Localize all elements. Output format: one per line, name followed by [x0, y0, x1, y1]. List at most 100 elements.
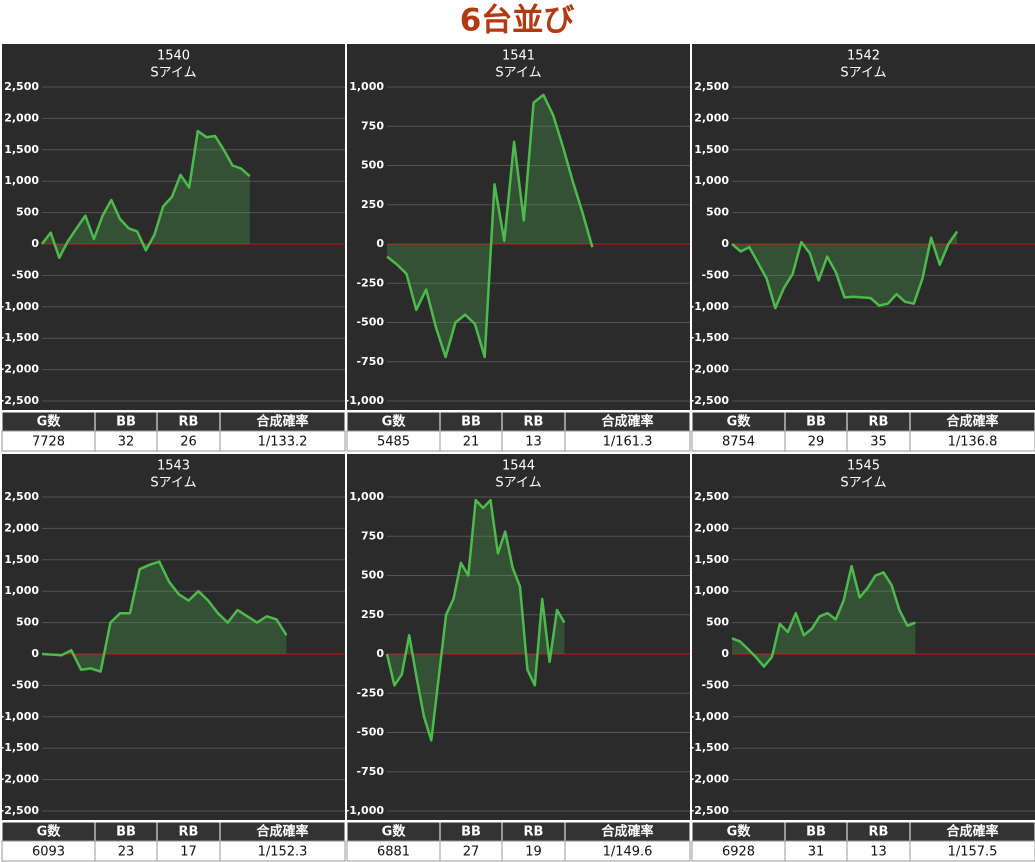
y-tick-label: 1,500 [4, 143, 39, 156]
y-tick-label: 500 [361, 159, 384, 172]
y-tick-label: 1,000 [4, 584, 39, 597]
y-tick-label: 1,500 [4, 553, 39, 566]
y-tick-label: -1,000 [690, 300, 730, 313]
y-tick-label: -250 [356, 276, 384, 289]
chart-subtitle: Sアイム [150, 476, 196, 491]
y-tick-label: 250 [361, 608, 384, 621]
table-header: RB [179, 825, 199, 840]
y-tick-label: 0 [376, 237, 384, 250]
y-tick-label: 2,000 [694, 111, 729, 124]
chart-panel [2, 454, 345, 820]
y-tick-label: -500 [356, 726, 384, 739]
table-value: 35 [870, 435, 887, 450]
y-tick-label: -500 [356, 316, 384, 329]
y-tick-label: -1,000 [690, 710, 730, 723]
y-tick-label: -2,500 [0, 804, 39, 817]
y-tick-label: -2,500 [0, 394, 39, 407]
chart-title: 1545 [847, 459, 880, 474]
area-fill [732, 566, 916, 667]
table-header: BB [461, 825, 481, 840]
chart-panel [347, 454, 690, 820]
table-header: RB [524, 415, 544, 430]
chart-subtitle: Sアイム [495, 476, 541, 491]
table-header: G数 [382, 414, 407, 430]
table-value: 23 [118, 845, 135, 860]
y-tick-label: 2,500 [694, 490, 729, 503]
table-cell [564, 430, 691, 452]
table-value: 5485 [377, 435, 410, 450]
table-value: 13 [525, 435, 542, 450]
y-tick-label: 500 [706, 616, 729, 629]
table-header: 合成確率 [946, 414, 998, 430]
table-value: 6881 [377, 845, 410, 860]
y-tick-label: -1,500 [0, 741, 39, 754]
table-value: 13 [870, 845, 887, 860]
y-tick-label: 500 [361, 569, 384, 582]
table-cell [909, 840, 1035, 862]
line [386, 93, 594, 359]
area-fill [387, 500, 565, 741]
table-value: 7728 [32, 435, 65, 450]
table-value: 1/149.6 [603, 845, 653, 860]
line [385, 498, 566, 742]
table-header: 合成確率 [256, 824, 308, 840]
y-tick-label: -2,000 [690, 773, 730, 786]
table-header: RB [869, 415, 889, 430]
area-fill [42, 131, 250, 258]
table-value: 1/136.8 [948, 435, 998, 450]
y-tick-label: 0 [376, 647, 384, 660]
y-tick-label: 1,000 [349, 490, 384, 503]
chart-subtitle: Sアイム [150, 66, 196, 81]
y-tick-label: -750 [356, 355, 384, 368]
y-tick-label: -1,000 [0, 300, 39, 313]
y-tick-label: -2,000 [0, 773, 39, 786]
y-tick-label: -500 [701, 268, 729, 281]
table-header: G数 [37, 414, 62, 430]
table-value: 17 [180, 845, 197, 860]
chart-subtitle: Sアイム [840, 476, 886, 491]
line [41, 560, 288, 673]
y-tick-label: 0 [31, 647, 39, 660]
y-tick-label: -750 [356, 765, 384, 778]
table-header: RB [869, 825, 889, 840]
table-header: G数 [382, 824, 407, 840]
table-header: G数 [727, 824, 752, 840]
table-header: BB [116, 825, 136, 840]
area-fill [732, 231, 958, 309]
table-value: 6928 [722, 845, 755, 860]
chart-subtitle: Sアイム [495, 66, 541, 81]
table-value: 19 [525, 845, 542, 860]
y-tick-label: -1,500 [690, 741, 730, 754]
y-tick-label: -500 [701, 678, 729, 691]
table-header: BB [116, 415, 136, 430]
y-tick-label: 0 [721, 647, 729, 660]
table-header: 合成確率 [601, 414, 653, 430]
chart-panel [692, 44, 1035, 410]
y-tick-label: 2,000 [4, 111, 39, 124]
y-tick-label: 1,500 [694, 143, 729, 156]
table-value: 1/157.5 [948, 845, 998, 860]
area-fill [387, 94, 593, 358]
y-tick-label: 2,500 [694, 80, 729, 93]
table-value: 1/133.2 [258, 435, 308, 450]
table-value: 27 [463, 845, 480, 860]
y-tick-label: -1,000 [345, 804, 385, 817]
table-cell [909, 430, 1035, 452]
table-value: 31 [808, 845, 825, 860]
y-tick-label: 250 [361, 198, 384, 211]
y-tick-label: -1,500 [690, 331, 730, 344]
table-header: G数 [37, 824, 62, 840]
y-tick-label: -250 [356, 686, 384, 699]
chart-title: 1541 [502, 49, 535, 64]
y-tick-label: -500 [11, 678, 39, 691]
y-tick-label: -1,500 [0, 331, 39, 344]
line [731, 230, 959, 310]
table-value: 29 [808, 435, 825, 450]
y-tick-label: -2,500 [690, 394, 730, 407]
line [731, 564, 916, 668]
y-tick-label: 500 [16, 616, 39, 629]
table-value: 1/152.3 [258, 845, 308, 860]
area-fill [42, 561, 287, 672]
y-tick-label: -2,000 [690, 363, 730, 376]
